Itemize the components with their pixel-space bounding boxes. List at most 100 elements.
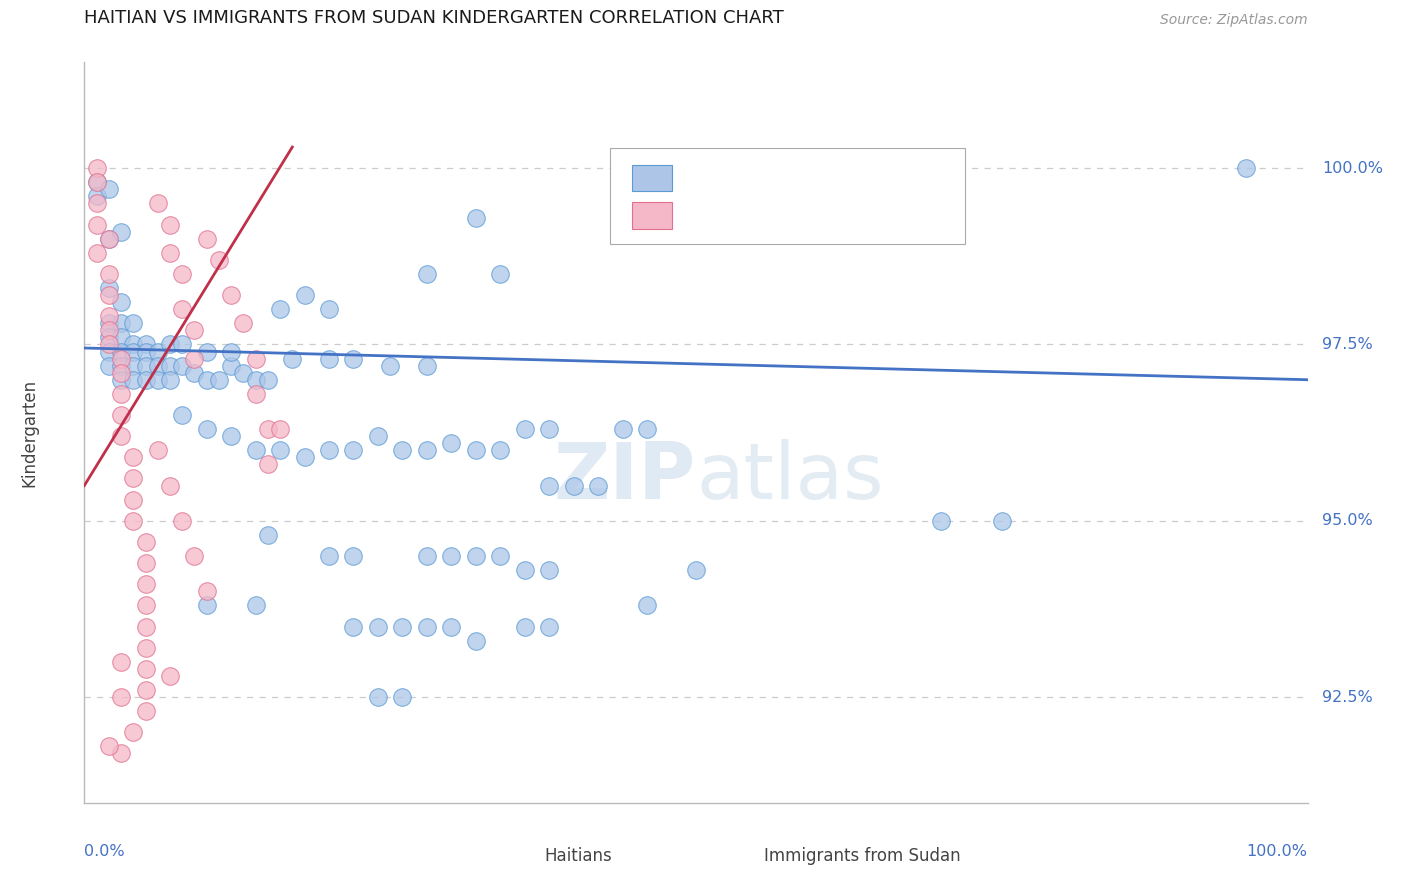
Point	[135, 337, 157, 351]
Point	[86, 189, 108, 203]
Point	[538, 619, 561, 633]
Point	[86, 175, 108, 189]
Text: ZIP: ZIP	[554, 439, 696, 515]
Point	[219, 429, 242, 443]
Point	[281, 351, 304, 366]
Point	[464, 211, 486, 225]
Point	[245, 373, 267, 387]
Text: Immigrants from Sudan: Immigrants from Sudan	[765, 847, 962, 865]
Point	[538, 478, 561, 492]
Point	[245, 443, 267, 458]
Point	[636, 599, 658, 613]
Point	[146, 344, 169, 359]
Point	[122, 359, 145, 373]
Point	[172, 514, 194, 528]
FancyBboxPatch shape	[718, 846, 752, 866]
Point	[135, 619, 157, 633]
Point	[110, 351, 132, 366]
Point	[172, 337, 194, 351]
Point	[219, 288, 242, 302]
Point	[172, 408, 194, 422]
Text: 92.5%: 92.5%	[1322, 690, 1374, 705]
Point	[110, 330, 132, 344]
Point	[110, 366, 132, 380]
Point	[86, 175, 108, 189]
Point	[195, 373, 218, 387]
Point	[208, 252, 231, 267]
Point	[294, 288, 316, 302]
Point	[110, 690, 132, 704]
Point	[489, 443, 512, 458]
Point	[318, 302, 340, 317]
Point	[219, 344, 242, 359]
Point	[586, 478, 609, 492]
Point	[219, 359, 242, 373]
Point	[464, 549, 486, 563]
Point	[257, 458, 280, 472]
FancyBboxPatch shape	[610, 147, 965, 244]
Point	[97, 359, 120, 373]
Point	[86, 161, 108, 176]
Point	[367, 619, 389, 633]
Point	[195, 422, 218, 436]
Point	[97, 323, 120, 337]
Point	[135, 599, 157, 613]
Text: HAITIAN VS IMMIGRANTS FROM SUDAN KINDERGARTEN CORRELATION CHART: HAITIAN VS IMMIGRANTS FROM SUDAN KINDERG…	[84, 9, 785, 27]
Point	[183, 323, 205, 337]
Point	[172, 359, 194, 373]
Point	[135, 556, 157, 570]
Point	[636, 422, 658, 436]
Point	[159, 359, 181, 373]
Point	[146, 373, 169, 387]
Point	[97, 330, 120, 344]
Point	[110, 408, 132, 422]
Point	[269, 422, 291, 436]
Text: 97.5%: 97.5%	[1322, 337, 1374, 352]
Point	[416, 359, 439, 373]
Text: R =  0.339    N = 56: R = 0.339 N = 56	[683, 206, 901, 224]
Point	[122, 373, 145, 387]
Point	[269, 302, 291, 317]
Point	[110, 747, 132, 761]
Point	[159, 337, 181, 351]
Point	[991, 514, 1014, 528]
Point	[97, 232, 120, 246]
Point	[183, 549, 205, 563]
Point	[110, 359, 132, 373]
Point	[110, 387, 132, 401]
Point	[269, 443, 291, 458]
Point	[97, 344, 120, 359]
Point	[135, 373, 157, 387]
Point	[122, 471, 145, 485]
Text: 100.0%: 100.0%	[1322, 161, 1384, 176]
Text: atlas: atlas	[696, 439, 883, 515]
Point	[612, 422, 634, 436]
Point	[208, 373, 231, 387]
Point	[110, 429, 132, 443]
Point	[135, 704, 157, 718]
Point	[538, 422, 561, 436]
Point	[318, 351, 340, 366]
Point	[146, 359, 169, 373]
Point	[97, 310, 120, 324]
Point	[257, 373, 280, 387]
Point	[159, 478, 181, 492]
Point	[183, 366, 205, 380]
Point	[146, 196, 169, 211]
FancyBboxPatch shape	[633, 202, 672, 228]
Text: 0.0%: 0.0%	[84, 844, 125, 858]
Point	[416, 443, 439, 458]
Point	[416, 549, 439, 563]
Point	[391, 619, 413, 633]
Point	[416, 267, 439, 281]
Point	[440, 549, 463, 563]
Text: 100.0%: 100.0%	[1247, 844, 1308, 858]
Point	[110, 655, 132, 669]
Point	[110, 225, 132, 239]
Point	[135, 662, 157, 676]
Point	[489, 267, 512, 281]
Text: Source: ZipAtlas.com: Source: ZipAtlas.com	[1160, 12, 1308, 27]
Point	[318, 549, 340, 563]
Point	[122, 492, 145, 507]
Point	[122, 514, 145, 528]
